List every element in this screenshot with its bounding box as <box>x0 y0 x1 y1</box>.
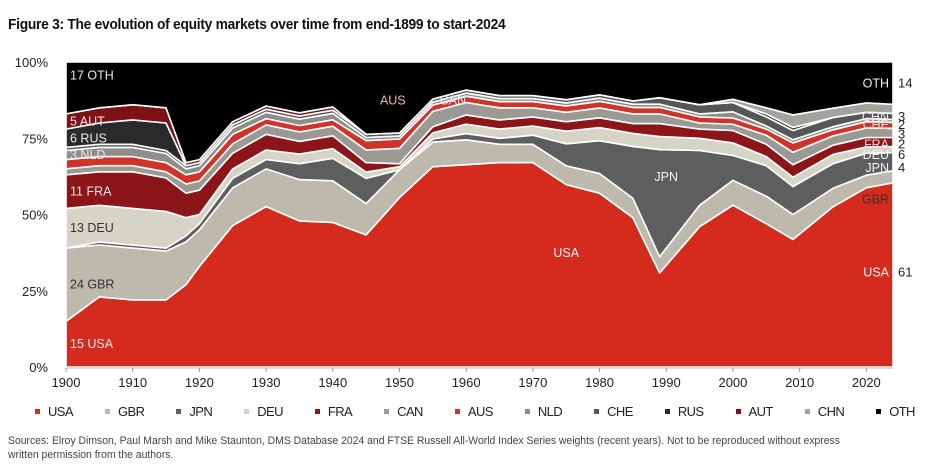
legend-swatch-icon <box>735 409 741 414</box>
legend-item-jpn: JPN <box>176 404 213 419</box>
start-label-aut: 5 AUT <box>70 114 105 128</box>
end-value-che: 2 <box>898 117 905 132</box>
legend-item-oth: OTH <box>876 404 915 419</box>
end-value-oth: 14 <box>898 75 912 90</box>
end-label-jpn: JPN <box>865 161 889 175</box>
legend-item-usa: USA <box>35 404 74 419</box>
legend-label: AUT <box>748 404 774 419</box>
start-label-fra: 11 FRA <box>70 185 112 199</box>
legend-swatch-icon <box>104 409 110 414</box>
end-value-chn: 3 <box>898 109 905 124</box>
legend-label: NLD <box>537 404 563 419</box>
legend-label: USA <box>48 404 74 419</box>
end-value-fra: 2 <box>898 136 905 151</box>
x-tick-label: 1990 <box>652 375 681 390</box>
legend-label: GBR <box>117 404 145 419</box>
legend-swatch-icon <box>876 409 882 414</box>
x-tick-label: 2000 <box>718 375 747 390</box>
end-label-deu: DEU <box>863 148 889 162</box>
start-label-deu: 13 DEU <box>70 221 114 235</box>
legend-swatch-icon <box>804 409 810 414</box>
x-tick-label: 1920 <box>185 375 214 390</box>
end-label-gbr: GBR <box>862 192 889 206</box>
x-tick-label: 1940 <box>318 375 347 390</box>
start-label-rus: 6 RUS <box>70 131 107 145</box>
legend-label: RUS <box>677 404 704 419</box>
start-label-oth: 17 OTH <box>70 69 114 83</box>
start-label-usa: 15 USA <box>70 337 114 351</box>
mid-label-jpn: JPN <box>654 170 678 184</box>
end-label-che: CHE <box>863 118 889 132</box>
x-tick-label: 1980 <box>585 375 614 390</box>
source-note: Sources: Elroy Dimson, Paul Marsh and Mi… <box>8 435 840 461</box>
start-label-nld: 3 NLD <box>70 148 105 162</box>
legend-item-nld: NLD <box>524 404 563 419</box>
legend-label: JPN <box>189 404 213 419</box>
legend-item-can: CAN <box>384 404 423 419</box>
mid-label-can: CAN <box>440 94 466 108</box>
legend-item-fra: FRA <box>314 404 353 419</box>
area-oth <box>65 61 894 164</box>
end-value-jpn: 4 <box>898 160 905 175</box>
legend-item-deu: DEU <box>244 404 283 419</box>
x-axis: 1900 1910 1920 1930 1940 1950 1960 1970 1980 1990… <box>52 367 893 390</box>
legend-swatch-icon <box>244 409 250 414</box>
legend-swatch-icon <box>524 409 530 414</box>
legend-label: CHN <box>817 404 845 419</box>
y-tick-label: 50% <box>22 208 48 223</box>
legend-swatch-icon <box>35 409 40 414</box>
mid-label-aus: AUS <box>380 94 406 108</box>
legend-swatch-icon <box>454 409 460 414</box>
y-tick-label: 0% <box>29 360 48 375</box>
mid-label-usa: USA <box>553 246 579 260</box>
x-tick-label: 1950 <box>385 375 414 390</box>
legend-item-aut: AUT <box>735 404 774 419</box>
end-label-fra: FRA <box>864 137 890 151</box>
end-value-deu: 6 <box>898 147 905 162</box>
x-tick-label: 2020 <box>852 375 881 390</box>
y-tick-label: 25% <box>22 284 48 299</box>
x-tick-label: 1930 <box>252 375 281 390</box>
legend-item-che: CHE <box>594 404 633 419</box>
legend-label: CAN <box>397 404 423 419</box>
y-axis: 0% 25% 50% 75% 100% <box>15 55 49 375</box>
legend-swatch-icon <box>314 409 320 414</box>
figure-title: Figure 3: The evolution of equity market… <box>8 16 506 33</box>
end-value-aus: 3 <box>898 127 905 142</box>
legend-swatch-icon <box>594 409 600 414</box>
legend-label: CHE <box>607 404 633 419</box>
stacked-area-chart: 0% 25% 50% 75% 100% 1900 1910 1920 1930 1940 1950… <box>15 55 913 390</box>
start-label-gbr: 24 GBR <box>70 278 114 292</box>
legend-swatch-icon <box>664 409 670 414</box>
end-label-chn: CHN <box>862 110 889 124</box>
legend-item-rus: RUS <box>664 404 704 419</box>
legend-swatch-icon <box>384 409 390 414</box>
x-tick-label: 1970 <box>518 375 547 390</box>
legend-label: FRA <box>327 404 353 419</box>
legend-label: OTH <box>889 404 915 419</box>
x-tick-label: 1900 <box>52 375 81 390</box>
legend-label: AUS <box>467 404 494 419</box>
legend-label: DEU <box>257 404 283 419</box>
end-label-oth: OTH <box>863 76 889 90</box>
y-tick-label: 100% <box>15 55 49 70</box>
legend-item-aus: AUS <box>454 404 494 419</box>
x-tick-label: 1910 <box>118 375 147 390</box>
legend-item-chn: CHN <box>804 404 845 419</box>
x-tick-label: 1960 <box>452 375 481 390</box>
end-value-usa: 61 <box>898 264 912 279</box>
x-tick-label: 2010 <box>785 375 814 390</box>
legend-swatch-icon <box>176 409 182 414</box>
legend-item-gbr: GBR <box>104 404 145 419</box>
end-label-usa: USA <box>863 265 889 279</box>
chart-legend: USA GBR JPN DEU FRA CAN AUS NLD CHE RUS AUT CHN OTH <box>35 404 915 419</box>
y-tick-label: 75% <box>22 131 48 146</box>
area-layers <box>65 61 894 368</box>
